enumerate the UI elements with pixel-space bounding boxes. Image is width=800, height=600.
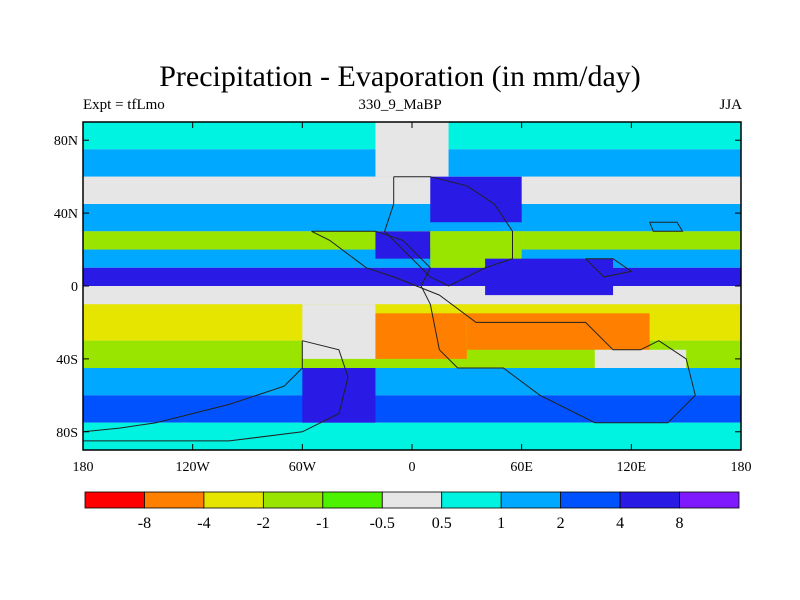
field-region (485, 258, 614, 296)
continent-outline (585, 258, 633, 278)
colorbar-swatch (381, 491, 443, 509)
y-tick-label: 80N (54, 134, 78, 149)
y-tick-label: 40S (56, 353, 78, 368)
colorbar-label: -8 (138, 515, 151, 532)
colorbar: -8 -4 -2 -1 -0.5 0.5 1 2 4 8 (84, 491, 740, 532)
field-region (594, 349, 687, 368)
field-band (83, 204, 741, 232)
field-band (83, 286, 741, 305)
x-tick-label: 120E (617, 460, 647, 475)
colorbar-swatch (500, 491, 562, 509)
x-tick-label: 120W (176, 460, 211, 475)
colorbar-swatch (203, 491, 264, 509)
field-band (83, 395, 741, 423)
y-tick-label: 0 (71, 280, 78, 295)
field-region (302, 368, 376, 423)
colorbar-swatch (560, 491, 621, 509)
experiment-label: Expt = tfLmo (83, 97, 165, 113)
y-axis: 80N 40N 0 40S 80S (54, 134, 741, 441)
colorbar-label: 4 (616, 515, 624, 532)
colorbar-swatch (144, 491, 205, 509)
colorbar-label: 2 (557, 515, 565, 532)
x-axis: 180 120W 60W 0 60E 120E 180 (73, 122, 752, 475)
field-region (466, 313, 650, 350)
colorbar-label: -1 (316, 515, 329, 532)
y-tick-label: 80S (56, 426, 78, 441)
colorbar-swatch (619, 491, 680, 509)
field-region (375, 122, 449, 177)
y-tick-label: 40N (54, 207, 78, 222)
colorbar-label: 8 (676, 515, 684, 532)
x-tick-label: 60W (289, 460, 317, 475)
colorbar-label: -4 (197, 515, 210, 532)
colorbar-swatch (441, 491, 502, 509)
colorbar-swatch (262, 491, 324, 509)
x-tick-label: 180 (73, 460, 94, 475)
x-tick-label: 60E (510, 460, 533, 475)
colorbar-swatch (84, 491, 145, 509)
continent-outline (83, 340, 349, 442)
field-band (83, 267, 741, 286)
colorbar-swatch (322, 491, 383, 509)
continent-outline (384, 176, 513, 287)
colorbar-label: 1 (497, 515, 505, 532)
colorbar-swatch (679, 491, 740, 509)
continent-outline (649, 221, 684, 232)
field-band (83, 176, 741, 204)
chart-title: Precipitation - Evaporation (in mm/day) (159, 60, 641, 93)
continent-outline (311, 230, 696, 424)
season-label: JJA (719, 97, 742, 113)
field-region (430, 176, 522, 223)
field-region (375, 313, 467, 359)
field-band (83, 368, 741, 396)
colorbar-label: -0.5 (370, 515, 395, 532)
period-label: 330_9_MaBP (358, 97, 442, 113)
continent-outlines (83, 176, 696, 442)
colorbar-label: 0.5 (432, 515, 452, 532)
x-tick-label: 0 (409, 460, 416, 475)
colorbar-label: -2 (257, 515, 270, 532)
x-tick-label: 180 (731, 460, 752, 475)
field-layer (83, 122, 741, 450)
field-region (375, 231, 431, 259)
